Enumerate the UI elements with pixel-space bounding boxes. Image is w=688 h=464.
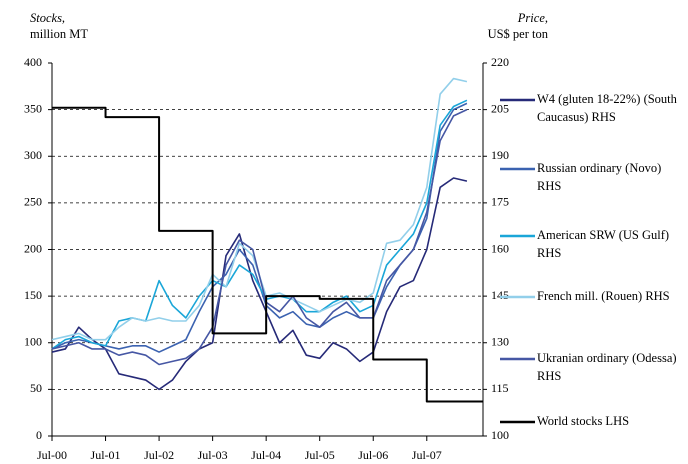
y-axis-label: Stocks, million MT xyxy=(30,10,88,42)
series-line xyxy=(51,177,468,391)
y2-tick-label: 220 xyxy=(491,55,509,69)
x-tick-label: Jul-03 xyxy=(198,448,228,462)
y-tick-label: 100 xyxy=(24,335,42,349)
x-tick-label: Jul-02 xyxy=(144,448,174,462)
y2-tick-label: 190 xyxy=(491,148,509,162)
y-label-title: Stocks, xyxy=(30,11,66,25)
series-line xyxy=(51,99,468,350)
legend-label: French mill. (Rouen) RHS xyxy=(537,289,670,303)
x-tick-label: Jul-01 xyxy=(91,448,121,462)
legend-label: American SRW (US Gulf) RHS xyxy=(537,228,670,260)
series-line xyxy=(52,106,483,403)
y-tick-label: 200 xyxy=(24,241,42,255)
y2-tick-label: 205 xyxy=(491,101,509,115)
y2-label-title: Price, xyxy=(517,11,548,25)
x-tick-label: Jul-05 xyxy=(305,448,335,462)
y2-tick-label: 145 xyxy=(491,288,509,302)
series-line xyxy=(51,108,468,366)
x-tick-label: Jul-06 xyxy=(358,448,388,462)
y-tick-label: 250 xyxy=(24,195,42,209)
y-tick-label: 300 xyxy=(24,148,42,162)
x-tick-label: Jul-07 xyxy=(412,448,442,462)
y2-tick-label: 160 xyxy=(491,241,509,255)
y-label-unit: million MT xyxy=(30,27,88,41)
legend-label: World stocks LHS xyxy=(537,414,630,428)
legend-label: Ukranian ordinary (Odessa) RHS xyxy=(537,351,677,383)
x-tick-label: Jul-00 xyxy=(37,448,67,462)
legend-label: Russian ordinary (Novo) RHS xyxy=(537,161,662,193)
y2-tick-label: 100 xyxy=(491,428,509,442)
x-tick-label: Jul-04 xyxy=(251,448,281,462)
y2-tick-label: 115 xyxy=(491,381,509,395)
y2-tick-label: 175 xyxy=(491,195,509,209)
y2-axis-label: Price, US$ per ton xyxy=(458,10,548,42)
y-tick-label: 350 xyxy=(24,101,42,115)
y-tick-label: 400 xyxy=(24,55,42,69)
y-tick-label: 0 xyxy=(36,428,42,442)
y-tick-label: 150 xyxy=(24,288,42,302)
legend-label: W4 (gluten 18-22%) (South Caucasus) RHS xyxy=(537,92,677,124)
y-tick-label: 50 xyxy=(30,381,42,395)
y2-tick-label: 130 xyxy=(491,335,509,349)
series-line xyxy=(51,102,468,353)
y2-label-unit: US$ per ton xyxy=(487,27,548,41)
